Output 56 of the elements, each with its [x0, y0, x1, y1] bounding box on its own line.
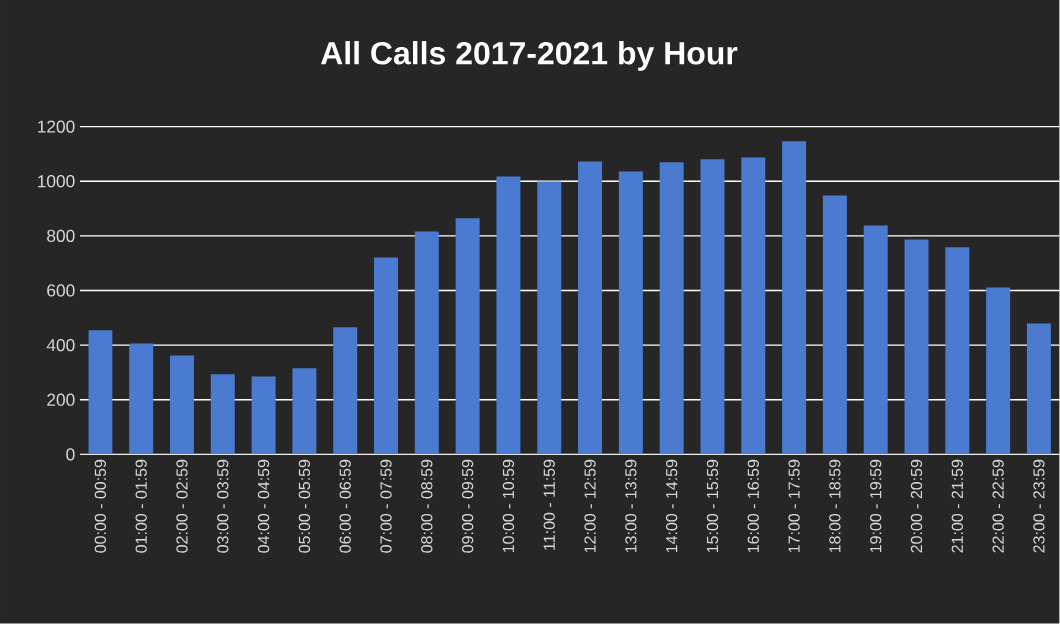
x-tick-label: 14:00 - 14:59 [666, 460, 678, 553]
bar [414, 231, 439, 455]
bar [496, 176, 521, 455]
y-tick-label: 1000 [38, 175, 75, 188]
bar [782, 141, 807, 455]
bar [455, 218, 480, 455]
y-tick-label: 200 [47, 393, 75, 407]
bar [618, 171, 643, 455]
x-tick-label: 00:00 - 00:59 [94, 460, 107, 553]
x-tick-label: 21:00 - 21:59 [951, 460, 963, 553]
bar [986, 287, 1011, 455]
x-tick-label: 15:00 - 15:59 [706, 460, 719, 553]
bar [88, 330, 113, 455]
bar [129, 343, 154, 455]
x-tick-label: 07:00 - 07:59 [380, 460, 392, 553]
bar [863, 225, 888, 455]
x-tick-label: 04:00 - 04:59 [257, 460, 270, 553]
bar [904, 239, 929, 455]
x-tick-label: 16:00 - 16:59 [747, 460, 759, 553]
bar [578, 161, 603, 455]
bar [945, 247, 970, 455]
x-tick-label: 08:00 - 08:59 [421, 460, 433, 553]
x-tick-label: 05:00 - 05:59 [298, 460, 311, 553]
x-tick-label: 10:00 - 10:59 [502, 460, 515, 553]
x-tick-label: 03:00 - 03:59 [217, 460, 229, 553]
x-tick-label: 01:00 - 01:59 [135, 460, 147, 553]
x-tick-label: 22:00 - 22:59 [992, 460, 1004, 553]
x-tick-label: 17:00 - 17:59 [788, 460, 800, 553]
x-tick-label: 23:00 - 23:59 [1033, 460, 1045, 553]
y-tick-label: 0 [66, 448, 75, 461]
x-tick-label: 13:00 - 13:59 [625, 460, 637, 553]
x-tick-label: 12:00 - 12:59 [584, 460, 596, 553]
bar [374, 257, 398, 455]
x-tick-label: 18:00 - 18:59 [829, 460, 841, 553]
x-tick-label: 19:00 - 19:59 [870, 460, 882, 553]
x-tick-label: 11:00 - 11:59 [543, 460, 555, 550]
bar [292, 368, 317, 455]
bar [659, 162, 684, 455]
bar [169, 355, 194, 455]
bar [1026, 323, 1051, 455]
chart-title: All Calls 2017-2021 by Hour [320, 41, 738, 72]
bar [537, 181, 562, 455]
y-tick-label: 800 [47, 229, 75, 243]
bar [700, 159, 725, 455]
bar [333, 327, 358, 455]
x-tick-label: 06:00 - 06:59 [339, 460, 351, 553]
x-tick-label: 02:00 - 02:59 [176, 460, 188, 553]
x-tick-label: 20:00 - 20:59 [910, 460, 923, 553]
y-tick-label: 1200 [38, 120, 75, 133]
bar [741, 157, 766, 455]
y-tick-label: 600 [47, 284, 75, 297]
y-tick-label: 400 [46, 339, 75, 352]
x-tick-label: 09:00 - 09:59 [461, 460, 474, 553]
bar [210, 374, 235, 455]
bar [251, 376, 276, 455]
bar [822, 195, 847, 455]
